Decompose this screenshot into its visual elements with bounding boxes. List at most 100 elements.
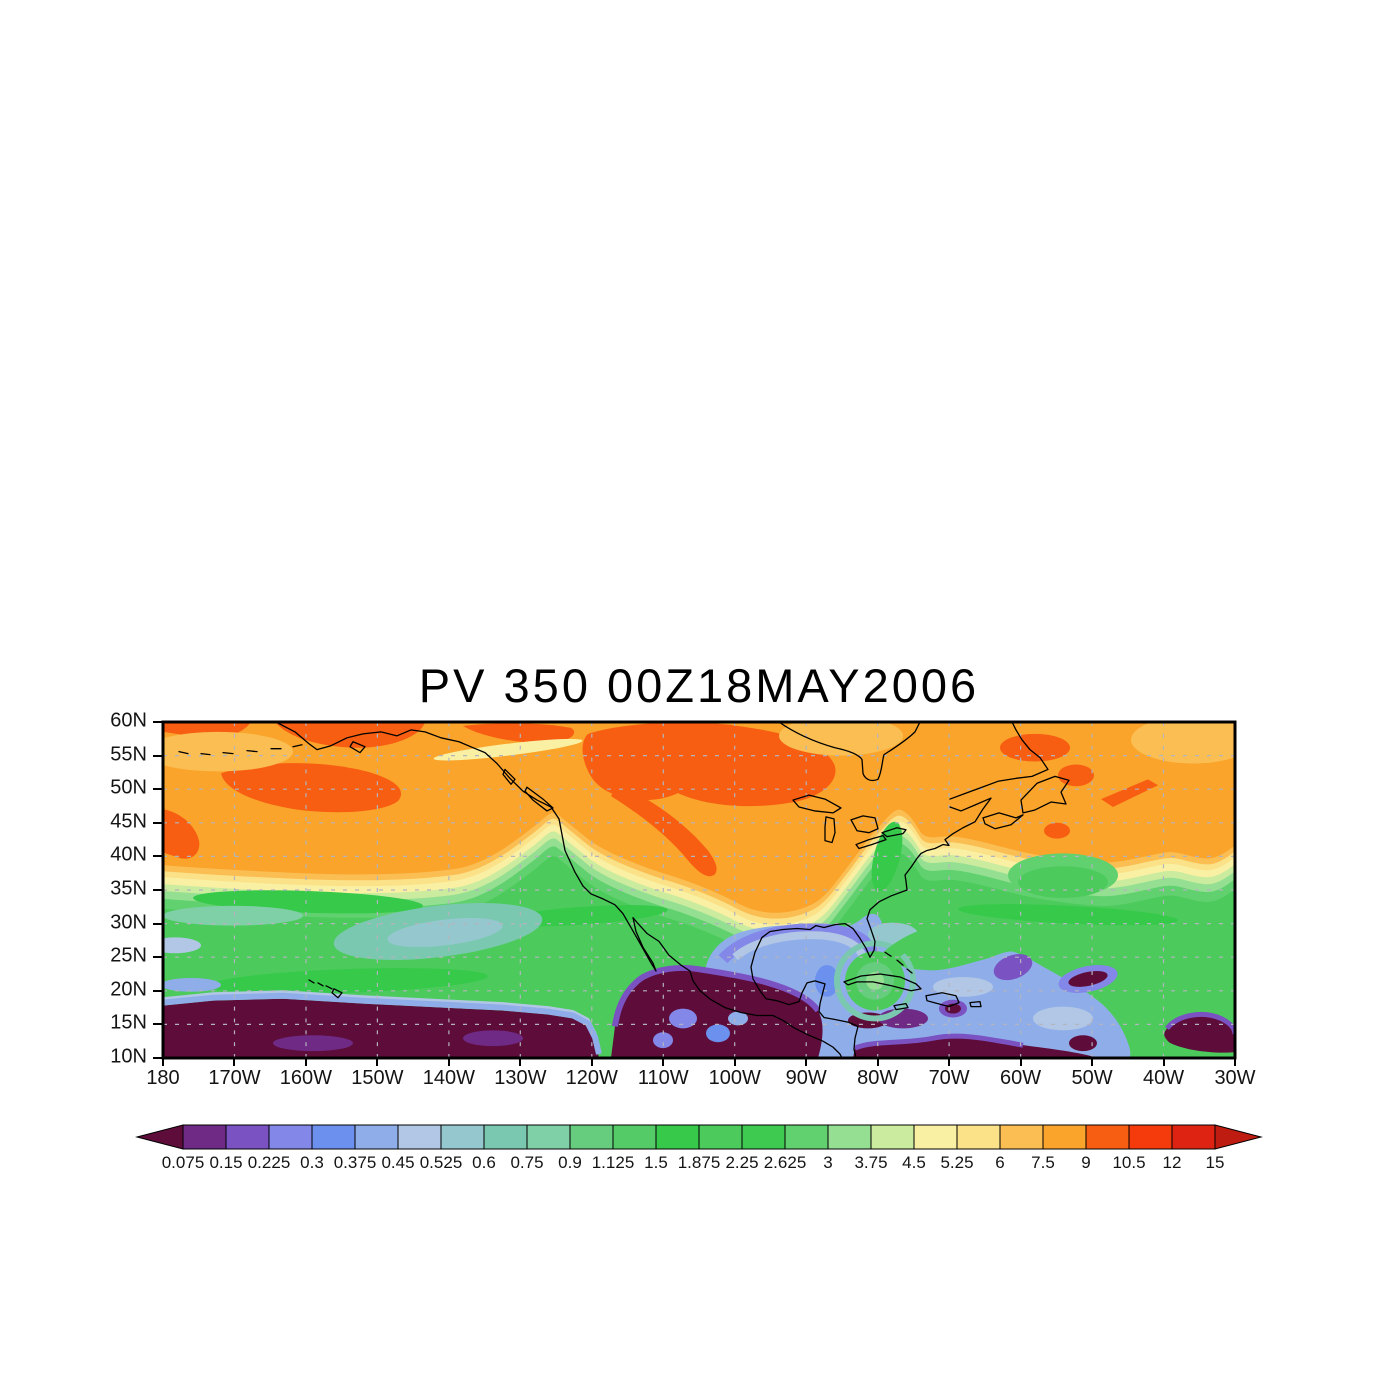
colorbar-segment xyxy=(913,1124,958,1150)
colorbar-scale xyxy=(135,1124,1263,1150)
x-tick-label: 30W xyxy=(1214,1067,1256,1089)
y-tick-label: 60N xyxy=(110,709,147,732)
colorbar-segment xyxy=(1042,1124,1087,1150)
y-tick-label: 15N xyxy=(110,1011,147,1034)
y-tick-mark xyxy=(153,956,163,959)
y-tick-mark xyxy=(153,1057,163,1059)
colorbar-below-min-arrow xyxy=(135,1124,184,1150)
x-tick-mark xyxy=(876,1058,879,1066)
y-tick-label: 35N xyxy=(110,877,147,900)
x-tick-label: 120W xyxy=(565,1067,618,1089)
colorbar-segment xyxy=(526,1124,571,1150)
colorbar-level-label: 0.375 xyxy=(333,1153,377,1172)
x-tick-label: 170W xyxy=(208,1067,261,1089)
y-tick-label: 20N xyxy=(110,978,147,1001)
x-tick-label: 180 xyxy=(146,1067,180,1089)
colorbar-level-label: 1.875 xyxy=(677,1153,721,1172)
colorbar-segment xyxy=(1171,1124,1216,1150)
chart-title: PV 350 00Z18MAY2006 xyxy=(418,659,980,712)
coastlines xyxy=(178,722,1070,1058)
colorbar-segment xyxy=(225,1124,270,1150)
colorbar-segment xyxy=(569,1124,614,1150)
colorbar-level-label: 0.6 xyxy=(472,1153,496,1172)
contour-field xyxy=(163,722,1235,1058)
colorbar-segment xyxy=(1128,1124,1173,1150)
colorbar-level-label: 15 xyxy=(1205,1153,1225,1172)
plot-border xyxy=(161,720,1237,1060)
x-tick-label: 80W xyxy=(857,1067,899,1089)
y-tick-label: 30N xyxy=(110,911,147,934)
colorbar-level-label: 5.25 xyxy=(940,1153,974,1172)
colorbar-level-label: 0.75 xyxy=(510,1153,544,1172)
gridlines xyxy=(163,722,1235,1058)
x-tick-label: 150W xyxy=(351,1067,404,1089)
map-plot-area: 60N 55N 50N 45N 40N 35N 30N 25N 20N 15N 10N 180 170… xyxy=(110,710,1255,1089)
x-tick-mark xyxy=(662,1058,665,1066)
x-tick-label: 140W xyxy=(422,1067,475,1089)
x-tick-mark xyxy=(1019,1058,1022,1066)
colorbar-segment xyxy=(182,1124,227,1150)
colorbar-segment xyxy=(440,1124,485,1150)
y-tick-label: 45N xyxy=(110,810,147,833)
colorbar-segment xyxy=(354,1124,399,1150)
colorbar-segment xyxy=(870,1124,915,1150)
colorbar-level-label: 0.225 xyxy=(247,1153,291,1172)
y-tick-mark xyxy=(153,989,163,992)
x-tick-mark xyxy=(590,1058,593,1066)
colorbar-segment xyxy=(483,1124,528,1150)
colorbar-level-label: 3.75 xyxy=(854,1153,888,1172)
colorbar-level-label: 4.5 xyxy=(902,1153,926,1172)
x-tick-label: 70W xyxy=(928,1067,970,1089)
colorbar-level-label: 0.3 xyxy=(300,1153,324,1172)
colorbar-segment xyxy=(698,1124,743,1150)
x-tick-label: 90W xyxy=(785,1067,827,1089)
y-tick-mark xyxy=(153,754,163,757)
x-tick-mark xyxy=(1234,1058,1236,1066)
y-tick-label: 40N xyxy=(110,843,147,866)
colorbar-segment xyxy=(1085,1124,1130,1150)
colorbar-level-label: 2.25 xyxy=(725,1153,759,1172)
x-tick-mark xyxy=(376,1058,379,1066)
x-tick-label: 100W xyxy=(708,1067,761,1089)
colorbar-level-label: 0.45 xyxy=(381,1153,415,1172)
y-tick-label: 25N xyxy=(110,944,147,967)
x-tick-mark xyxy=(233,1058,236,1066)
colorbar-above-max-arrow xyxy=(1214,1124,1263,1150)
x-tick-label: 130W xyxy=(494,1067,547,1089)
y-tick-mark xyxy=(153,821,163,824)
colorbar-segment xyxy=(311,1124,356,1150)
colorbar-level-label: 0.15 xyxy=(209,1153,243,1172)
colorbar-segment xyxy=(827,1124,872,1150)
colorbar-level-label: 0.9 xyxy=(558,1153,582,1172)
y-tick-label: 50N xyxy=(110,776,147,799)
colorbar-segment xyxy=(999,1124,1044,1150)
y-tick-mark xyxy=(153,855,163,858)
y-tick-label: 55N xyxy=(110,743,147,766)
y-tick-mark xyxy=(153,1023,163,1026)
colorbar-segment xyxy=(784,1124,829,1150)
x-tick-mark xyxy=(1091,1058,1094,1066)
x-tick-mark xyxy=(1162,1058,1165,1066)
colorbar: 0.075 0.15 0.225 0.3 0.375 0.45 0.525 0.6 0.75 0.… xyxy=(133,1124,1273,1184)
colorbar-level-label: 7.5 xyxy=(1031,1153,1055,1172)
colorbar-segment xyxy=(655,1124,700,1150)
x-tick-label: 60W xyxy=(1000,1067,1042,1089)
colorbar-segment xyxy=(741,1124,786,1150)
x-tick-mark xyxy=(948,1058,951,1066)
colorbar-level-label: 0.525 xyxy=(419,1153,463,1172)
colorbar-segment xyxy=(268,1124,313,1150)
x-tick-mark xyxy=(304,1058,307,1066)
colorbar-level-label: 12 xyxy=(1162,1153,1182,1172)
pv-map-figure xyxy=(161,720,1237,1060)
x-tick-mark xyxy=(162,1058,164,1066)
colorbar-level-label: 9 xyxy=(1081,1153,1091,1172)
colorbar-level-label: 3 xyxy=(823,1153,833,1172)
y-tick-mark xyxy=(153,721,163,723)
x-tick-label: 110W xyxy=(637,1067,689,1089)
x-tick-mark xyxy=(519,1058,522,1066)
colorbar-level-label: 1.125 xyxy=(591,1153,635,1172)
x-tick-label: 160W xyxy=(279,1067,333,1089)
colorbar-segment xyxy=(956,1124,1001,1150)
colorbar-segment xyxy=(612,1124,657,1150)
